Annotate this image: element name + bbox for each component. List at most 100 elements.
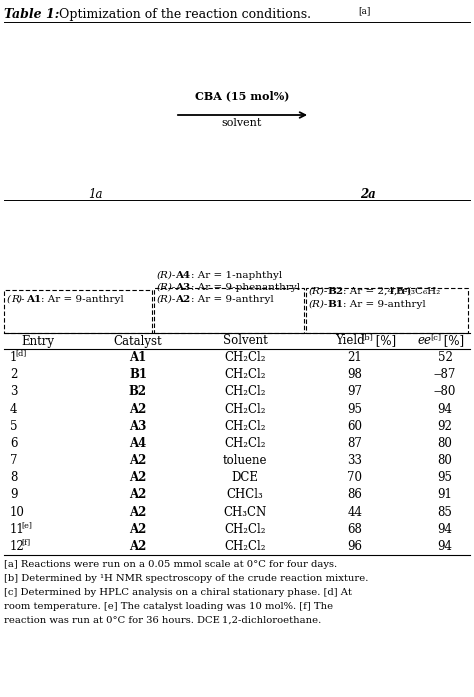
Text: 4: 4 (10, 403, 18, 415)
Text: CH₂Cl₂: CH₂Cl₂ (224, 420, 266, 433)
Text: 2: 2 (10, 368, 18, 381)
Text: 33: 33 (347, 454, 363, 467)
Text: A2: A2 (175, 295, 190, 304)
Text: : Ar = 9-anthryl: : Ar = 9-anthryl (191, 295, 274, 304)
Text: A4: A4 (175, 271, 190, 280)
Text: (R)-: (R)- (157, 295, 176, 304)
Text: CHCl₃: CHCl₃ (227, 489, 264, 501)
Text: 96: 96 (347, 540, 363, 553)
Bar (4, 22, 470, 333)
Text: [d]: [d] (16, 350, 27, 358)
Text: A1: A1 (129, 351, 146, 364)
Text: (R)-: (R)- (309, 287, 328, 296)
Text: A2: A2 (129, 403, 146, 415)
Text: ee: ee (418, 335, 432, 348)
Text: : Ar = 2,4,6-(: : Ar = 2,4,6-( (343, 287, 411, 296)
Text: A2: A2 (129, 540, 146, 553)
Text: 7: 7 (10, 454, 18, 467)
Text: 5: 5 (10, 420, 18, 433)
Text: A2: A2 (129, 489, 146, 501)
Text: [b] Determined by ¹H NMR spectroscopy of the crude reaction mixture.: [b] Determined by ¹H NMR spectroscopy of… (4, 574, 368, 583)
Text: 95: 95 (438, 471, 453, 484)
Text: DCE: DCE (231, 471, 258, 484)
Text: 60: 60 (347, 420, 363, 433)
Text: room temperature. [e] The catalyst loading was 10 mol%. [f] The: room temperature. [e] The catalyst loadi… (4, 602, 333, 611)
Text: [c] Determined by HPLC analysis on a chiral stationary phase. [d] At: [c] Determined by HPLC analysis on a chi… (4, 588, 352, 597)
Text: CH₂Cl₂: CH₂Cl₂ (224, 403, 266, 415)
Text: B2: B2 (327, 287, 343, 296)
Text: CH₂Cl₂: CH₂Cl₂ (224, 437, 266, 450)
Text: (R)-: (R)- (157, 271, 176, 280)
Text: R: R (11, 295, 19, 304)
Text: 97: 97 (347, 385, 363, 399)
Text: ‒87: ‒87 (434, 368, 456, 381)
Text: 21: 21 (347, 351, 363, 364)
Text: [b]: [b] (361, 333, 373, 341)
Text: B1: B1 (129, 368, 147, 381)
Text: 6: 6 (10, 437, 18, 450)
Text: A3: A3 (129, 420, 146, 433)
Text: reaction was run at 0°C for 36 hours. DCE 1,2-dichloroethane.: reaction was run at 0°C for 36 hours. DC… (4, 616, 321, 625)
Text: [%]: [%] (372, 335, 396, 348)
Text: B1: B1 (327, 300, 343, 309)
Text: : Ar = 9-anthryl: : Ar = 9-anthryl (41, 295, 124, 304)
Text: : Ar = 1-naphthyl: : Ar = 1-naphthyl (191, 271, 282, 280)
Text: 52: 52 (438, 351, 453, 364)
Text: CH₂Cl₂: CH₂Cl₂ (224, 368, 266, 381)
Text: : Ar = 9-anthryl: : Ar = 9-anthryl (343, 300, 426, 309)
Text: A4: A4 (129, 437, 146, 450)
Text: 12: 12 (10, 540, 25, 553)
Text: 95: 95 (347, 403, 363, 415)
Text: 94: 94 (438, 540, 453, 553)
Text: (R)-: (R)- (309, 300, 328, 309)
Text: 8: 8 (10, 471, 18, 484)
Text: Pr)₃C₆H₂: Pr)₃C₆H₂ (395, 287, 440, 296)
Text: A1: A1 (26, 295, 41, 304)
Text: A2: A2 (129, 471, 146, 484)
Text: (: ( (7, 295, 11, 304)
Text: 80: 80 (438, 454, 453, 467)
Text: 70: 70 (347, 471, 363, 484)
Text: CH₂Cl₂: CH₂Cl₂ (224, 385, 266, 399)
Text: Solvent: Solvent (223, 335, 267, 348)
Text: [a]: [a] (358, 6, 370, 15)
Text: (R)-: (R)- (157, 283, 176, 292)
Text: 91: 91 (438, 489, 453, 501)
Text: 80: 80 (438, 437, 453, 450)
Text: 68: 68 (347, 523, 363, 536)
Text: 2a: 2a (360, 188, 376, 201)
Text: A2: A2 (129, 523, 146, 536)
Text: : Ar = 9-phenanthryl: : Ar = 9-phenanthryl (191, 283, 300, 292)
Text: 98: 98 (347, 368, 363, 381)
Text: toluene: toluene (223, 454, 267, 467)
Text: 1: 1 (10, 351, 18, 364)
Text: Table 1:: Table 1: (4, 8, 59, 21)
Text: Entry: Entry (21, 335, 55, 348)
Text: 3: 3 (10, 385, 18, 399)
Text: 10: 10 (10, 505, 25, 519)
Text: 87: 87 (347, 437, 363, 450)
Text: A3: A3 (175, 283, 190, 292)
Text: CBA (15 mol%): CBA (15 mol%) (195, 90, 289, 101)
Text: Catalyst: Catalyst (114, 335, 162, 348)
Text: 9: 9 (10, 489, 18, 501)
Text: 94: 94 (438, 523, 453, 536)
Text: B2: B2 (129, 385, 147, 399)
Text: )-: )- (17, 295, 25, 304)
Text: 44: 44 (347, 505, 363, 519)
Text: i: i (390, 287, 393, 296)
Text: CH₂Cl₂: CH₂Cl₂ (224, 540, 266, 553)
Text: CH₂Cl₂: CH₂Cl₂ (224, 523, 266, 536)
Text: [%]: [%] (440, 335, 464, 348)
Text: 11: 11 (10, 523, 25, 536)
Text: A2: A2 (129, 454, 146, 467)
Text: [f]: [f] (21, 538, 30, 546)
Text: 85: 85 (438, 505, 453, 519)
Text: solvent: solvent (222, 118, 262, 128)
Text: 86: 86 (347, 489, 363, 501)
Text: 94: 94 (438, 403, 453, 415)
Text: 1a: 1a (88, 188, 102, 201)
Text: ‒80: ‒80 (434, 385, 456, 399)
Text: Yield: Yield (335, 335, 365, 348)
Text: [e]: [e] (21, 521, 32, 529)
